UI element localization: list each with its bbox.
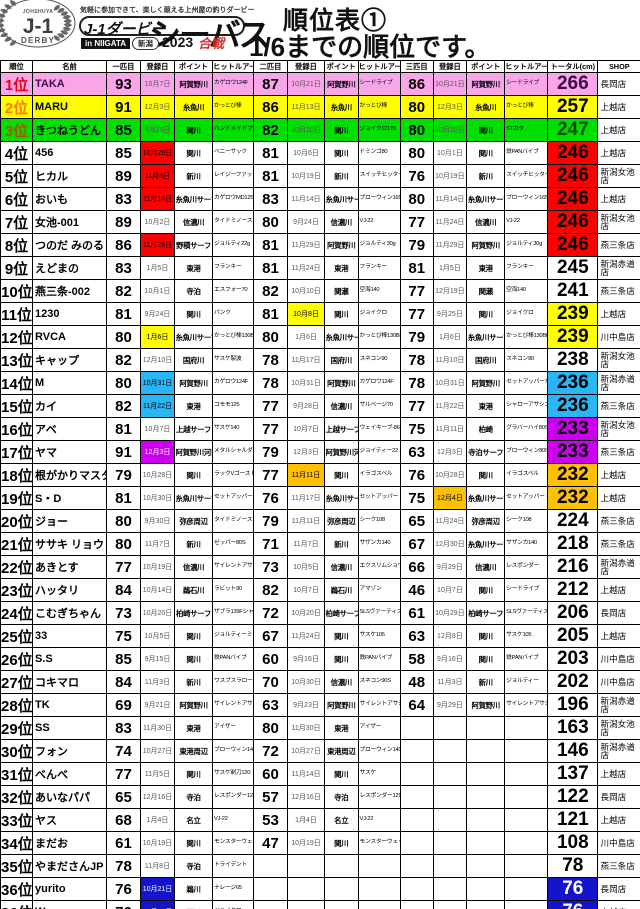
svg-text:J-1: J-1 — [23, 15, 54, 38]
svg-text:DERBY: DERBY — [21, 36, 55, 45]
